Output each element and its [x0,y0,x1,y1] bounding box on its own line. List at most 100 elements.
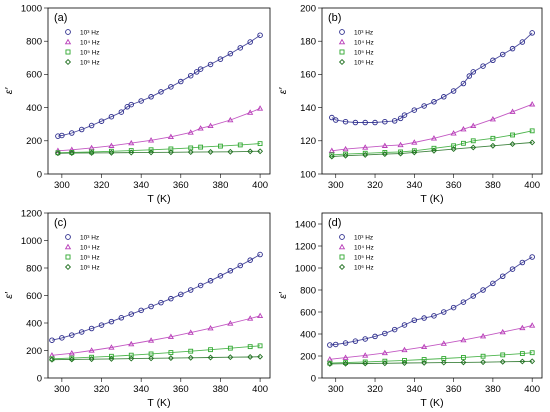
data-point [237,262,244,269]
data-point [450,304,457,311]
data-point [257,32,263,38]
data-point [529,101,536,107]
data-point [227,268,234,274]
data-point [362,151,369,158]
data-point [342,340,349,346]
y-tick-label: 400 [26,318,42,329]
series-line [57,107,261,152]
data-point [108,355,115,362]
legend-marker [64,38,72,45]
data-point [461,140,466,146]
data-point [450,88,457,94]
chart-panel-d: 300 320 340 360 380 400 0 200 400 600 800 1000 1200 1… [277,212,543,409]
legend-marker [65,29,71,35]
legend-entry: 10⁶ Hz [354,264,374,271]
y-tick-label: 180 [300,37,316,48]
data-point [108,142,115,148]
y-tick-label: 0 [37,169,42,180]
series-line [331,32,533,123]
data-point [197,282,204,289]
data-point [529,254,535,260]
data-point [178,291,184,298]
data-point [187,72,194,79]
y-axis-title: ε′ [3,291,15,299]
y-tick-label: 200 [300,351,316,362]
data-point [257,251,263,258]
data-point [49,356,55,363]
series-line [57,34,261,137]
data-point [148,149,155,156]
x-tick-label: 400 [524,384,540,395]
legend-marker [339,254,345,260]
data-point [441,309,447,315]
x-tick-label: 300 [328,180,344,191]
data-point [128,355,135,362]
data-point [519,259,526,266]
series-2 [49,343,263,362]
data-point [500,352,506,358]
data-point [362,360,369,367]
y-tick-label: 400 [26,103,42,114]
data-point [187,129,194,135]
data-point [69,332,75,338]
data-point [257,312,264,319]
data-point [148,303,154,310]
data-point [411,139,418,145]
x-tick-label: 360 [446,384,462,395]
y-tick-label: 600 [26,291,42,302]
y-tick-label: 120 [300,136,316,147]
y-tick-label: 1400 [295,219,316,230]
legend-entry: 10³ Hz [354,234,373,241]
data-point [247,109,254,115]
x-axis-title: T (K) [147,397,170,409]
series-1 [48,312,264,358]
data-point [54,150,61,157]
data-point [148,355,155,362]
data-point [257,343,263,349]
data-point [490,57,496,64]
data-point [460,299,467,305]
series-line [331,103,533,152]
x-tick-label: 340 [406,384,422,395]
data-point [128,311,134,317]
data-point [69,355,75,361]
data-point [198,144,204,150]
data-point [327,342,333,348]
data-point [342,152,349,159]
data-point [470,69,477,75]
y-tick-label: 1000 [21,236,42,247]
x-tick-label: 400 [524,180,540,191]
data-point [440,340,447,346]
legend-marker [65,234,71,240]
data-point [372,333,378,340]
x-tick-label: 400 [252,180,268,191]
data-point [411,107,418,113]
y-tick-label: 600 [26,70,42,81]
panel-label: (c) [54,217,67,229]
data-point [450,130,457,136]
x-tick-label: 320 [367,384,383,395]
series-2 [327,350,535,366]
data-point [401,112,408,118]
data-point [247,354,254,360]
data-point [118,109,125,115]
data-point [411,149,418,156]
y-tick-label: 200 [26,136,42,147]
legend-marker [339,49,345,55]
y-tick-label: 1000 [295,263,316,274]
data-point [466,73,473,79]
data-point [431,145,437,151]
legend-entry: 10⁵ Hz [354,254,374,261]
data-point [342,118,349,125]
data-point [237,142,243,148]
data-point [59,132,65,139]
data-point [489,116,496,122]
data-point [227,116,234,123]
data-point [197,125,204,131]
data-point [480,287,486,293]
data-point [158,299,164,306]
data-point [397,141,404,148]
data-point [519,351,525,356]
data-point [158,89,164,95]
data-point [68,150,75,157]
